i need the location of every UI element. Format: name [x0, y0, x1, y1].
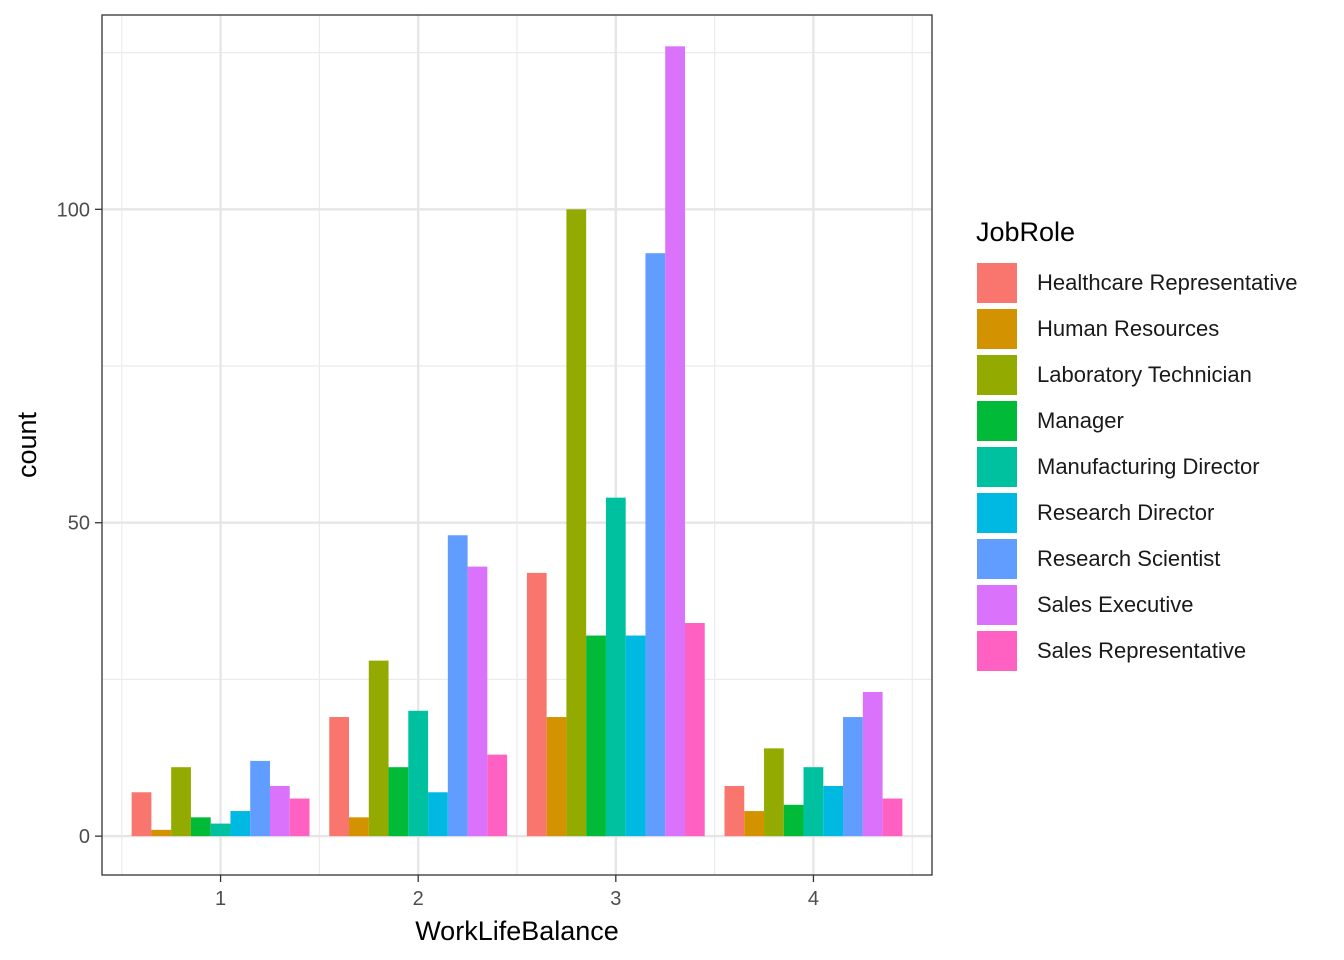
- bar: [803, 767, 824, 837]
- legend-label: Sales Executive: [1037, 592, 1194, 617]
- legend-label: Sales Representative: [1037, 638, 1247, 663]
- bar: [586, 635, 606, 837]
- legend-label: Laboratory Technician: [1037, 362, 1252, 387]
- bar: [823, 785, 844, 837]
- legend-swatch: [976, 400, 1018, 442]
- legend-swatch: [976, 262, 1018, 304]
- legend-label: Human Resources: [1037, 316, 1220, 341]
- legend-label: Research Director: [1037, 500, 1215, 525]
- x-tick-label: 1: [215, 888, 226, 910]
- bar: [862, 691, 883, 837]
- bar: [190, 817, 211, 837]
- bar: [665, 46, 685, 837]
- legend-item: Sales Executive: [976, 582, 1336, 628]
- y-tick-label: 100: [57, 199, 90, 221]
- bar: [843, 717, 863, 837]
- legend-item: Sales Representative: [976, 628, 1336, 674]
- bar: [447, 535, 468, 837]
- plot-panel-border: [101, 14, 933, 876]
- legend-items: Healthcare Representative Human Resources…: [976, 260, 1336, 674]
- legend-swatch: [976, 492, 1018, 534]
- bar: [882, 798, 903, 837]
- bar: [645, 253, 666, 837]
- legend-title: JobRole: [976, 217, 1076, 247]
- bar: [388, 767, 409, 837]
- legend-swatch: [976, 538, 1018, 580]
- legend-swatch: [976, 308, 1018, 350]
- x-tick-label: 3: [610, 888, 621, 910]
- bar: [526, 572, 547, 837]
- bar: [684, 623, 705, 837]
- legend: JobRole Healthcare Representative Human R…: [976, 214, 1336, 674]
- bar: [487, 754, 508, 837]
- legend-item: Research Scientist: [976, 536, 1336, 582]
- bar: [783, 804, 804, 837]
- bar: [171, 767, 191, 837]
- bar: [744, 811, 765, 837]
- bar: [250, 760, 270, 837]
- bar: [131, 792, 152, 837]
- bar: [428, 792, 448, 837]
- legend-item: Laboratory Technician: [976, 352, 1336, 398]
- x-tick-label: 4: [808, 888, 819, 910]
- y-axis-title: count: [12, 411, 42, 478]
- bar: [408, 710, 429, 837]
- bar: [151, 829, 172, 837]
- bar: [605, 497, 626, 837]
- bar: [289, 798, 310, 837]
- legend-swatch: [976, 446, 1018, 488]
- legend-item: Manager: [976, 398, 1336, 444]
- x-axis-title: WorkLifeBalance: [415, 916, 619, 946]
- bar: [467, 566, 488, 837]
- legend-label: Manufacturing Director: [1037, 454, 1260, 479]
- legend-item: Human Resources: [976, 306, 1336, 352]
- y-axis: 0 50 100: [57, 199, 102, 848]
- y-tick-label: 50: [68, 513, 90, 535]
- bar: [230, 811, 251, 837]
- bar: [210, 823, 231, 837]
- legend-item: Manufacturing Director: [976, 444, 1336, 490]
- legend-swatch: [976, 584, 1018, 626]
- bar: [546, 717, 567, 837]
- x-tick-label: 2: [413, 888, 424, 910]
- minor-gridlines: [102, 15, 932, 875]
- bar: [269, 785, 290, 837]
- bar: [368, 660, 389, 837]
- legend-item: Healthcare Representative: [976, 260, 1336, 306]
- legend-label: Manager: [1037, 408, 1124, 433]
- legend-swatch: [976, 630, 1018, 672]
- legend-item: Research Director: [976, 490, 1336, 536]
- bar: [566, 209, 587, 837]
- legend-label: Healthcare Representative: [1037, 270, 1298, 295]
- legend-label: Research Scientist: [1037, 546, 1221, 571]
- bar: [625, 635, 646, 837]
- bar: [329, 717, 350, 837]
- legend-swatch: [976, 354, 1018, 396]
- x-axis: 1 2 3 4: [215, 875, 819, 910]
- bars: [131, 46, 903, 837]
- bar: [764, 748, 784, 837]
- bar: [724, 785, 745, 837]
- y-tick-label: 0: [79, 826, 90, 848]
- bar: [349, 817, 369, 837]
